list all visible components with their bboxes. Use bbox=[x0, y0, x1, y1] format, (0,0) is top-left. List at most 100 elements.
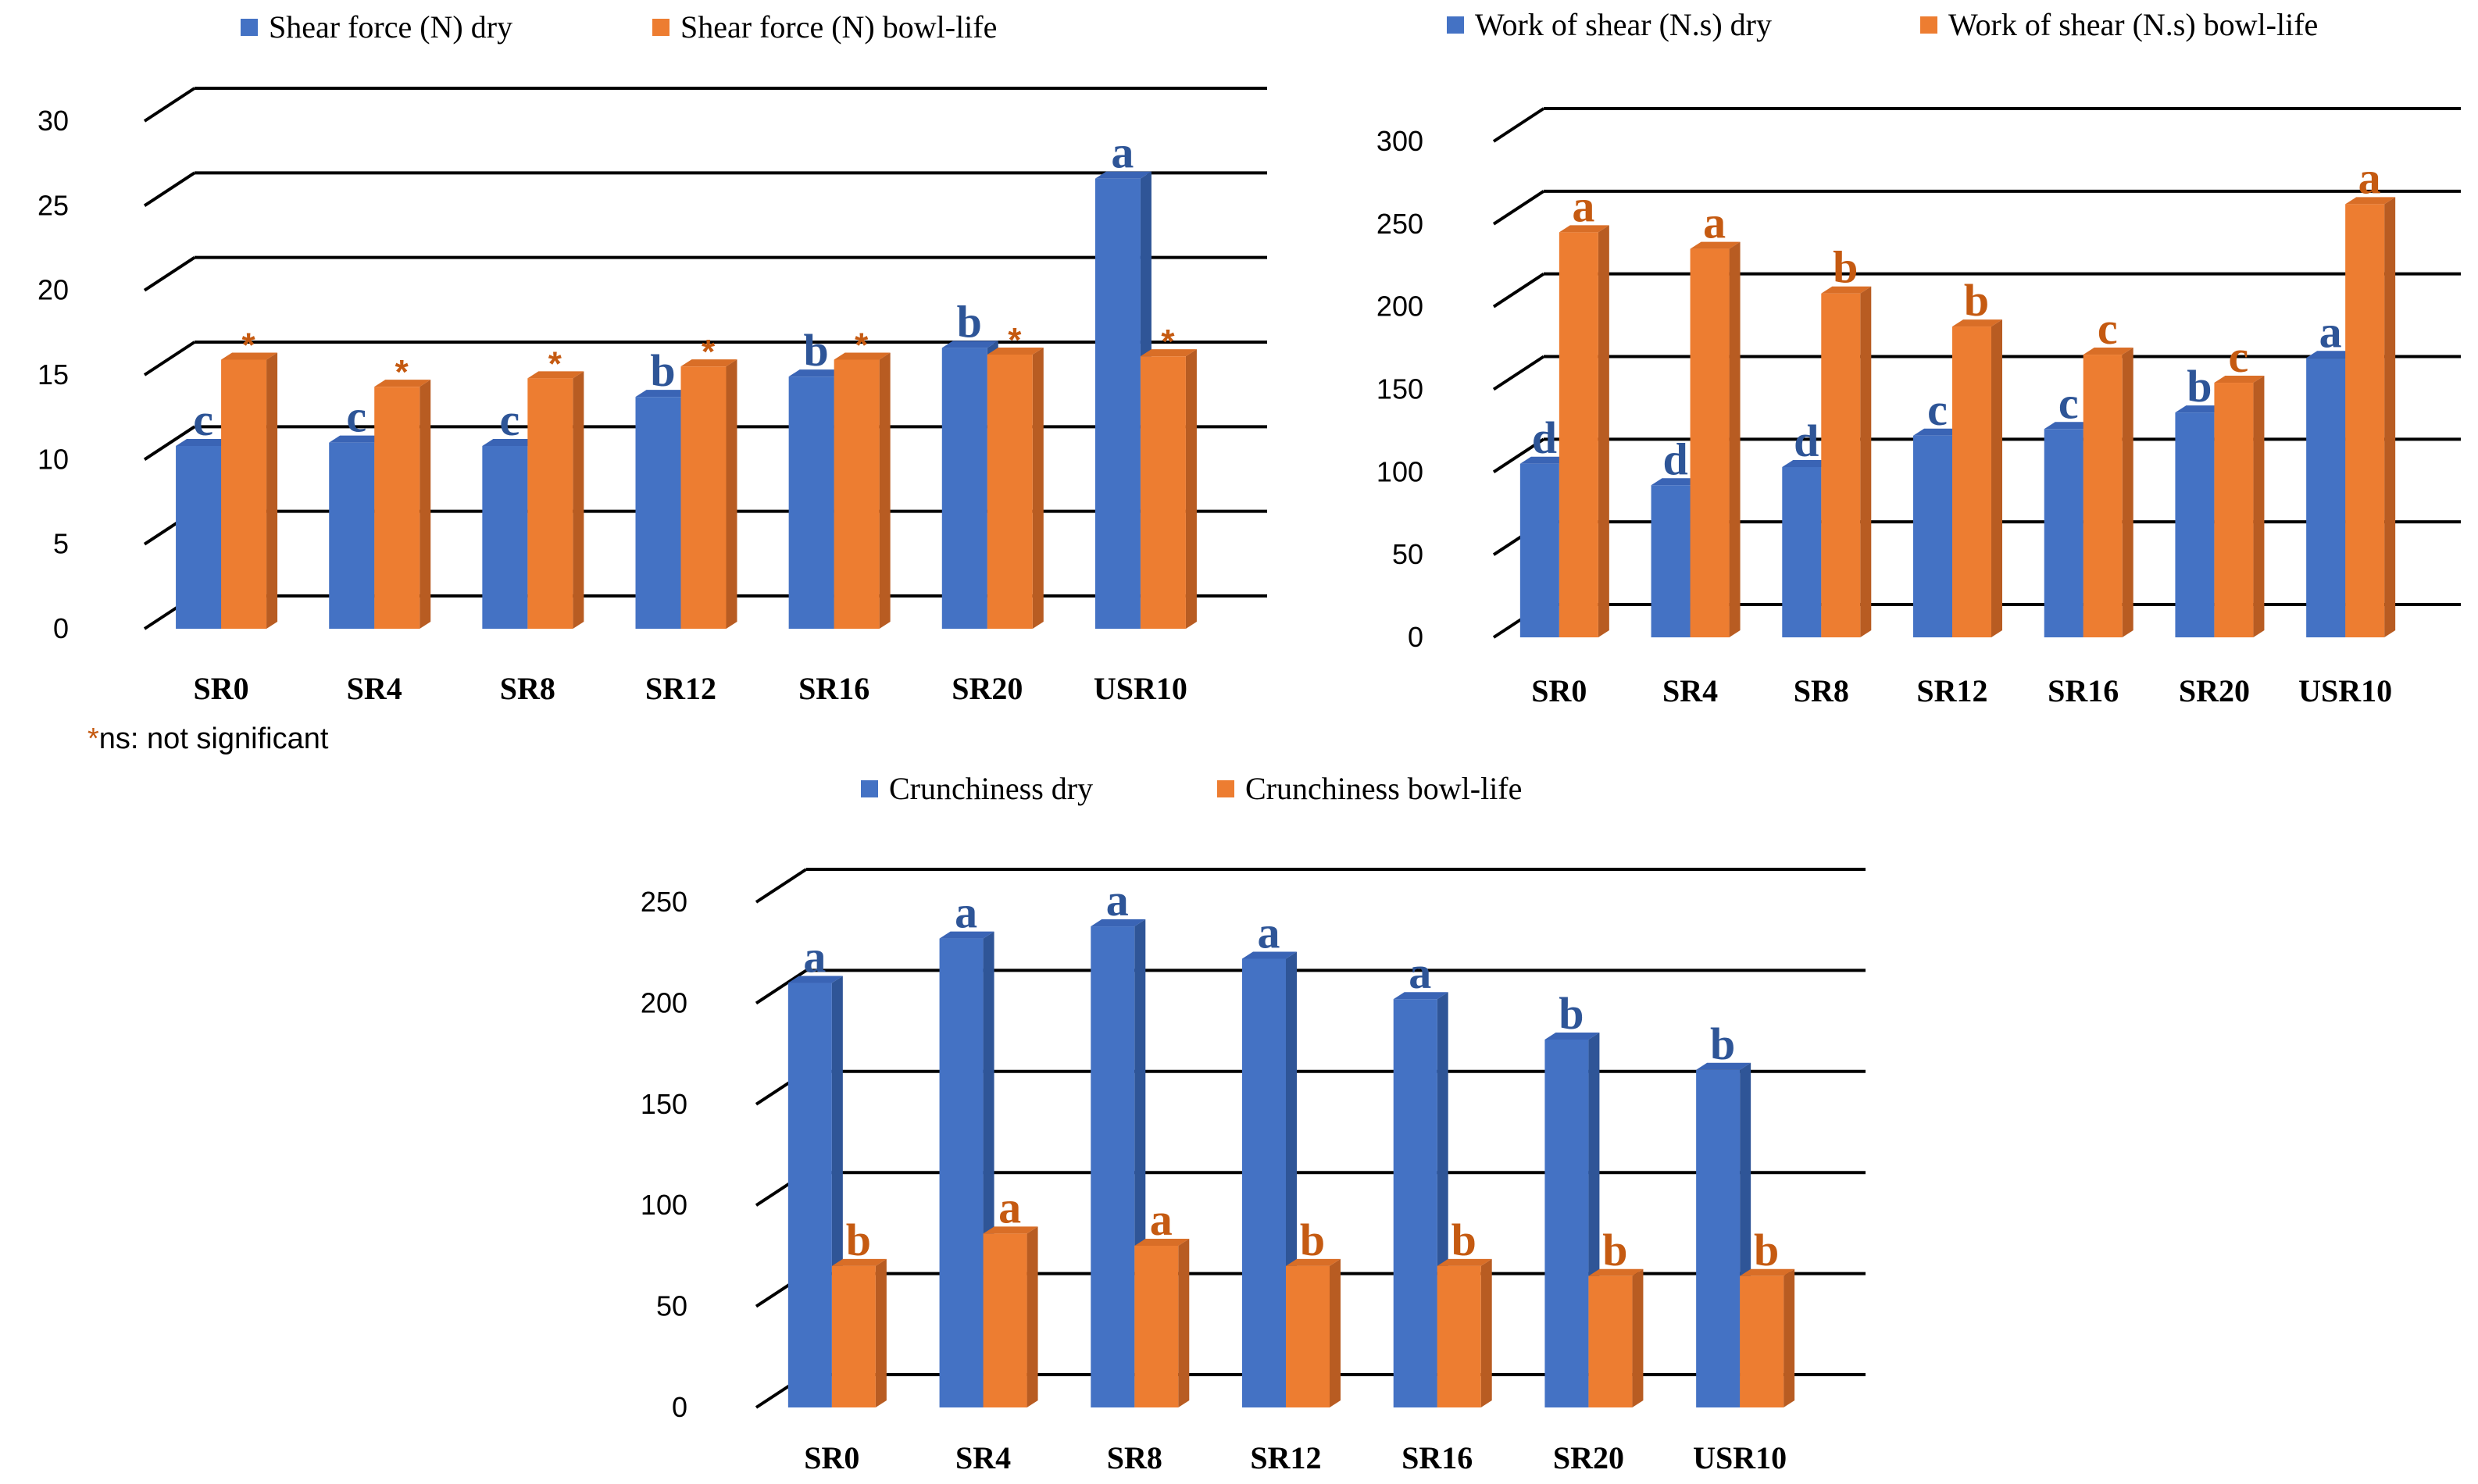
significance-label: * bbox=[548, 344, 562, 383]
y-tick-label: 0 bbox=[53, 612, 69, 644]
bar-top bbox=[1821, 286, 1872, 294]
y-tick-label: 25 bbox=[37, 189, 69, 221]
significance-label: a bbox=[1572, 180, 1594, 231]
legend-label: Work of shear (N.s) dry bbox=[1475, 7, 1772, 42]
bar-top bbox=[2175, 405, 2226, 413]
bar-top bbox=[1952, 319, 2002, 327]
y-tick-label: 50 bbox=[656, 1290, 687, 1322]
bar-bowl-life bbox=[987, 355, 1033, 629]
significance-label: a bbox=[803, 932, 826, 983]
significance-label: a bbox=[998, 1182, 1021, 1233]
significance-label: b bbox=[1559, 988, 1584, 1039]
x-category-label: SR12 bbox=[645, 671, 716, 706]
bar-top bbox=[1242, 951, 1297, 959]
gridline-ledge bbox=[755, 868, 808, 904]
significance-label: * bbox=[702, 333, 716, 371]
bar-top bbox=[2044, 422, 2094, 430]
y-tick-label: 250 bbox=[1376, 208, 1423, 240]
bar-side bbox=[1598, 225, 1609, 638]
bar-top bbox=[1782, 459, 1833, 467]
bar-dry bbox=[482, 446, 528, 629]
significance-label: b bbox=[804, 325, 829, 376]
bar-bowl-life bbox=[1690, 248, 1730, 637]
x-category-label: SR8 bbox=[1794, 673, 1849, 708]
x-category-label: SR8 bbox=[1107, 1440, 1162, 1475]
x-category-label: USR10 bbox=[2298, 673, 2392, 708]
y-tick-label: 50 bbox=[1392, 538, 1423, 570]
significance-label: c bbox=[2229, 331, 2249, 382]
bar-top bbox=[2306, 351, 2357, 359]
bar-bowl-life bbox=[527, 378, 573, 629]
bar-top bbox=[983, 1226, 1038, 1234]
gridline-ledge bbox=[143, 171, 196, 208]
legend-swatch bbox=[861, 780, 878, 797]
legend-label: Work of shear (N.s) bowl-life bbox=[1948, 7, 2318, 42]
legend-label: Shear force (N) dry bbox=[269, 9, 512, 45]
bar-top bbox=[1140, 349, 1197, 357]
gridline-ledge bbox=[143, 87, 196, 123]
significance-label: a bbox=[2319, 306, 2342, 357]
significance-label: a bbox=[955, 887, 977, 938]
legend-label: Shear force (N) bowl-life bbox=[680, 9, 997, 45]
bar-top bbox=[1690, 241, 1741, 249]
x-category-label: SR4 bbox=[347, 671, 402, 706]
bar-bowl-life bbox=[1821, 293, 1861, 637]
bar-top bbox=[482, 439, 539, 446]
y-tick-label: 150 bbox=[1376, 373, 1423, 405]
bar-bowl-life bbox=[983, 1233, 1027, 1407]
significance-label: b bbox=[1964, 275, 1989, 326]
y-tick-label: 100 bbox=[1376, 455, 1423, 487]
bar-bowl-life bbox=[1134, 1245, 1179, 1407]
bar-side bbox=[1185, 349, 1197, 629]
bar-side bbox=[726, 359, 737, 629]
bar-dry bbox=[176, 446, 222, 629]
legend-swatch bbox=[1217, 780, 1234, 797]
gridline-ledge bbox=[143, 425, 196, 462]
bar-dry bbox=[635, 397, 681, 629]
bar-side bbox=[1729, 241, 1741, 637]
bar-dry bbox=[1651, 485, 1691, 637]
crunchiness-chart: 0 50 100 150 200 250 a b SR0 a a SR4 a a SR8 a b SR12 a b SR… bbox=[641, 771, 1866, 1475]
x-category-label: SR20 bbox=[1553, 1440, 1624, 1475]
bar-dry bbox=[1782, 466, 1822, 637]
work-of-shear-chart: 050100150200250300daSR0daSR4dbSR8cbSR12c… bbox=[1376, 7, 2461, 708]
significance-label: * bbox=[1008, 321, 1022, 359]
shear-force-chart: 0 5 10 15 20 25 30 c * SR0 c * SR4 c * SR8 b * SR12 b * SR16 b… bbox=[37, 9, 1267, 755]
y-tick-label: 150 bbox=[641, 1088, 687, 1120]
bar-top bbox=[680, 359, 737, 367]
significance-label: b bbox=[957, 296, 982, 347]
bar-dry bbox=[787, 983, 832, 1407]
bar-bowl-life bbox=[1437, 1265, 1481, 1407]
footnote-text: ns: not significant bbox=[99, 722, 329, 755]
x-category-label: SR16 bbox=[1401, 1440, 1473, 1475]
bar-top bbox=[831, 1258, 887, 1266]
bar-side bbox=[1860, 286, 1872, 637]
y-tick-label: 200 bbox=[1376, 291, 1423, 323]
bar-dry bbox=[1393, 999, 1437, 1407]
bar-top bbox=[1094, 171, 1152, 179]
significance-label: a bbox=[1703, 198, 1726, 248]
y-tick-label: 300 bbox=[1376, 125, 1423, 157]
bar-top bbox=[1913, 428, 1963, 436]
x-category-label: SR20 bbox=[2179, 673, 2250, 708]
y-tick-label: 15 bbox=[37, 359, 69, 391]
legend-swatch bbox=[241, 19, 258, 36]
x-category-label: SR16 bbox=[2048, 673, 2119, 708]
significance-label: c bbox=[1927, 384, 1948, 435]
significance-label: b bbox=[2187, 361, 2212, 412]
y-tick-label: 20 bbox=[37, 274, 69, 306]
bar-dry bbox=[941, 348, 987, 629]
y-tick-label: 30 bbox=[37, 105, 69, 137]
bar-dry bbox=[2044, 429, 2083, 637]
bar-top bbox=[2083, 348, 2133, 355]
significance-label: d bbox=[1532, 412, 1557, 463]
significance-label: a bbox=[1150, 1194, 1173, 1245]
x-category-label: SR12 bbox=[1250, 1440, 1321, 1475]
y-tick-label: 0 bbox=[1408, 621, 1423, 653]
x-category-label: SR20 bbox=[952, 671, 1023, 706]
gridline-ledge bbox=[1492, 107, 1545, 143]
bar-side bbox=[420, 380, 431, 629]
bar-side bbox=[1784, 1268, 1795, 1407]
x-category-label: SR0 bbox=[194, 671, 249, 706]
bar-top bbox=[787, 976, 843, 983]
